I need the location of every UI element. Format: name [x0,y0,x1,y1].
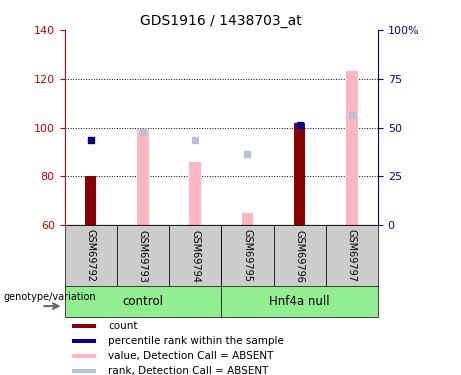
Bar [221,286,378,317]
Text: GSM69793: GSM69793 [138,230,148,282]
Bar [189,162,201,225]
Text: GSM69797: GSM69797 [347,230,357,282]
Bar [65,286,221,317]
Bar [65,225,117,287]
Bar [72,324,96,328]
Text: rank, Detection Call = ABSENT: rank, Detection Call = ABSENT [108,366,268,375]
Text: GSM69794: GSM69794 [190,230,200,282]
Text: Hnf4a null: Hnf4a null [269,295,330,308]
Bar [72,339,96,343]
Text: GSM69795: GSM69795 [242,230,253,282]
Bar [72,354,96,358]
Bar [117,225,169,287]
Bar [346,71,358,225]
Bar [72,369,96,373]
Text: genotype/variation: genotype/variation [3,292,96,302]
Text: GSM69796: GSM69796 [295,230,305,282]
Bar [169,225,221,287]
Text: count: count [108,321,138,331]
Text: control: control [123,295,163,308]
Bar [242,213,253,225]
Bar [221,225,273,287]
Bar [326,225,378,287]
Bar [294,123,305,225]
Text: GSM69792: GSM69792 [86,230,96,282]
Bar [85,176,96,225]
Text: value, Detection Call = ABSENT: value, Detection Call = ABSENT [108,351,273,361]
Bar [137,130,148,225]
Title: GDS1916 / 1438703_at: GDS1916 / 1438703_at [141,13,302,28]
Bar [273,225,326,287]
Text: percentile rank within the sample: percentile rank within the sample [108,336,284,346]
